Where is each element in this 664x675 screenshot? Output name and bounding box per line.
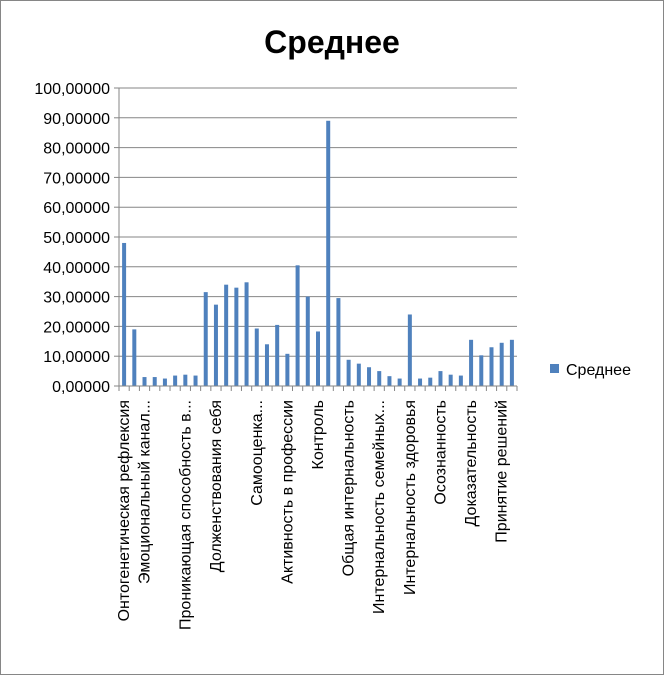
bar <box>509 339 514 386</box>
x-tick-label: Общая интернальность <box>341 400 358 576</box>
bar <box>173 375 178 386</box>
bar <box>295 265 300 386</box>
x-axis-ticks: Онтогенетическая рефлексия Эмоциональный … <box>116 386 518 630</box>
bar <box>275 324 280 386</box>
bar <box>428 377 433 386</box>
x-tick-label: Активность в профессии <box>279 400 296 584</box>
y-tick-label: 10,00000 <box>43 349 110 366</box>
bar <box>346 359 351 386</box>
bar <box>356 363 361 386</box>
y-tick-label: 30,00000 <box>43 290 110 307</box>
bar <box>326 120 331 386</box>
bar <box>418 378 423 386</box>
bar <box>305 296 310 386</box>
x-tick-label: Контроль <box>310 400 327 470</box>
y-axis-ticks: 0,00000 10,00000 20,00000 30,00000 40,00000 5… <box>34 81 119 396</box>
x-tick-label: Осознанность <box>432 400 449 505</box>
bar <box>234 287 239 386</box>
y-tick-label: 60,00000 <box>43 200 110 217</box>
bar <box>367 367 372 386</box>
legend-swatch <box>550 364 559 373</box>
y-tick-label: 100,00000 <box>34 81 110 98</box>
bars <box>122 120 514 386</box>
bar <box>336 298 341 386</box>
bar <box>458 375 463 386</box>
x-tick-label: Онтогенетическая рефлексия <box>116 400 133 621</box>
y-tick-label: 0,00000 <box>52 379 110 396</box>
y-tick-label: 70,00000 <box>43 170 110 187</box>
bar <box>377 371 382 386</box>
bar <box>479 355 484 386</box>
gridlines <box>119 87 517 357</box>
bar <box>213 304 218 386</box>
bar <box>152 377 157 386</box>
chart-title: Среднее <box>264 24 400 60</box>
bar <box>264 344 269 386</box>
x-tick-label: Принятие решений <box>494 400 511 543</box>
bar <box>224 284 229 386</box>
x-tick-label: Долженствования себя <box>208 400 225 572</box>
y-tick-label: 20,00000 <box>43 319 110 336</box>
bar <box>203 292 208 386</box>
bar <box>407 314 412 386</box>
bar <box>285 353 290 386</box>
bar <box>162 378 167 386</box>
bar <box>489 347 494 386</box>
x-tick-label: Интернальность здоровья <box>402 400 419 595</box>
y-tick-label: 50,00000 <box>43 230 110 247</box>
bar <box>469 339 474 386</box>
bar <box>132 329 137 386</box>
bar <box>387 376 392 386</box>
bar <box>193 375 198 386</box>
y-tick-label: 90,00000 <box>43 111 110 128</box>
x-tick-label: Интернальность семейных... <box>371 400 388 614</box>
bar <box>142 377 147 386</box>
bar <box>244 282 249 386</box>
y-tick-label: 80,00000 <box>43 141 110 158</box>
y-tick-label: 40,00000 <box>43 260 110 277</box>
x-tick-label: Доказательность <box>463 400 480 526</box>
bar <box>254 328 259 386</box>
bar <box>183 374 188 386</box>
x-tick-label: Самооценка... <box>249 400 266 506</box>
legend: Среднее <box>550 362 631 379</box>
x-tick-label: Эмоциональный канал... <box>137 400 154 584</box>
x-tick-label: Проникающая способность в... <box>177 400 194 630</box>
legend-label: Среднее <box>566 362 631 379</box>
bar <box>122 242 127 386</box>
bar <box>438 371 443 386</box>
bar <box>397 378 402 386</box>
bar <box>448 374 453 386</box>
bar <box>499 342 504 386</box>
bar <box>316 331 320 386</box>
